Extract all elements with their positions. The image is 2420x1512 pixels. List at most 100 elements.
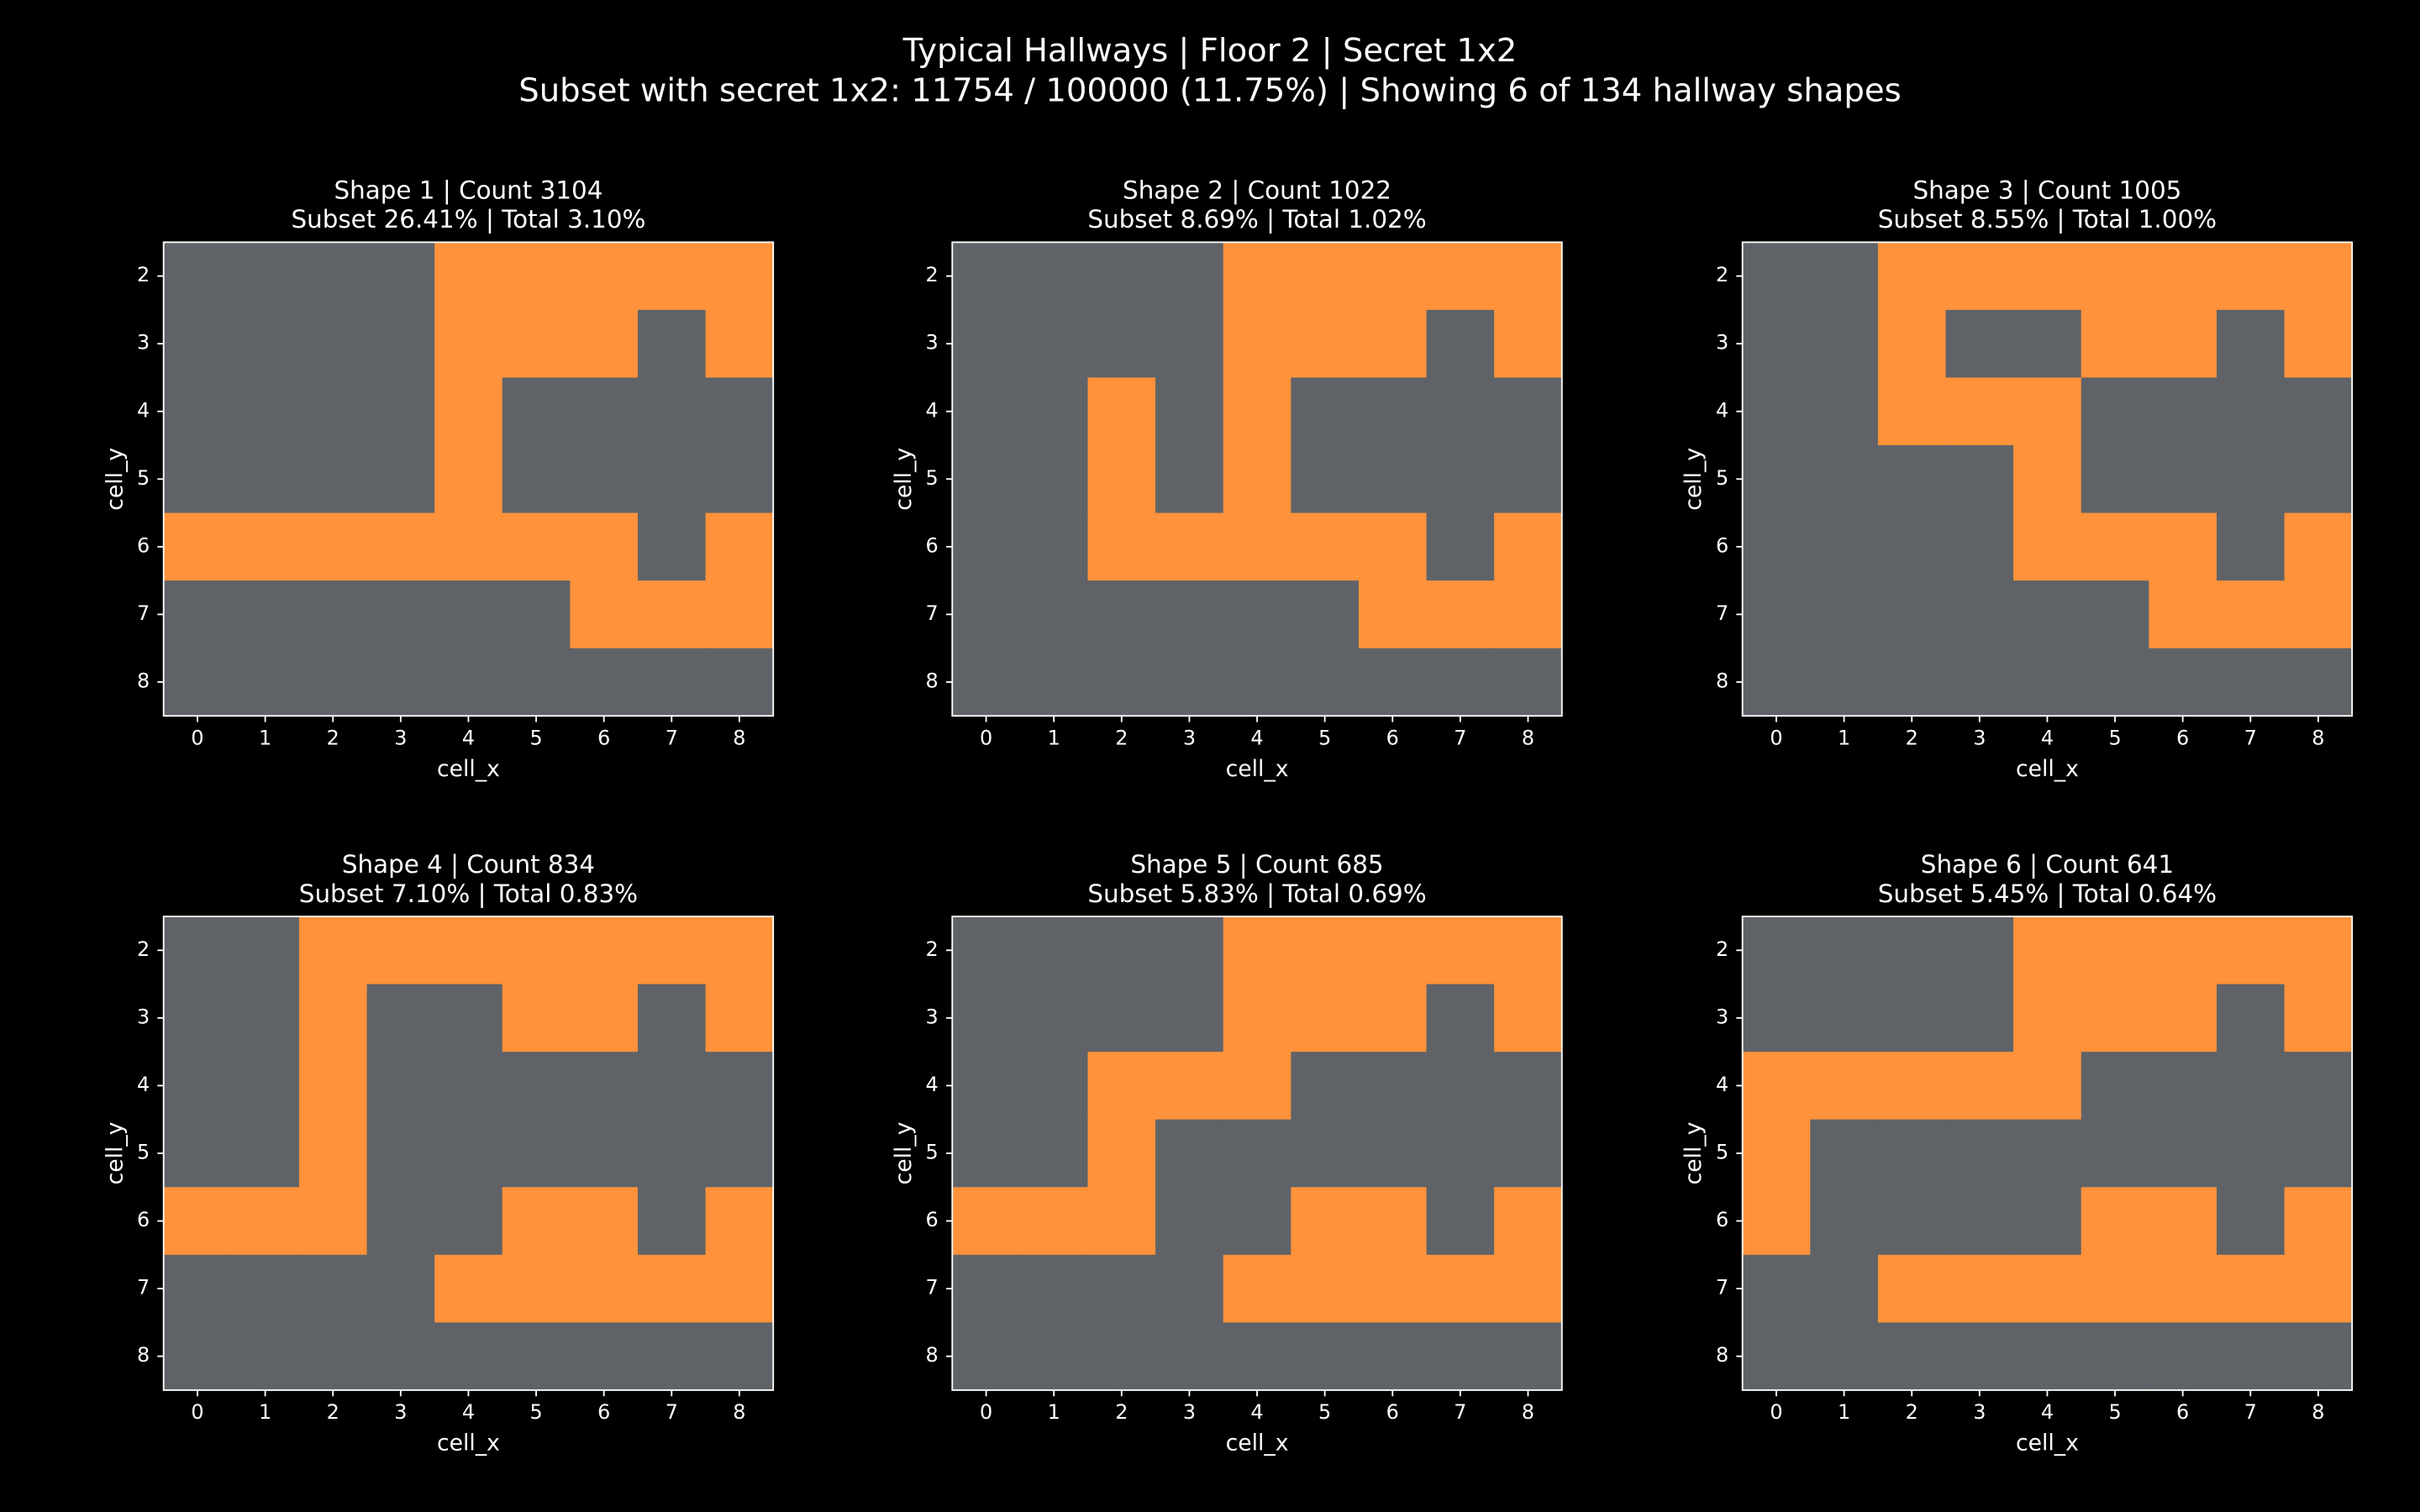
cell (1945, 377, 2014, 446)
cell (952, 1052, 1021, 1121)
cell (2149, 580, 2217, 649)
cell (502, 984, 571, 1053)
cell (1087, 242, 1156, 311)
x-tick-label: 1 (259, 1400, 271, 1424)
cell (952, 377, 1021, 446)
cell (163, 916, 232, 985)
cell (2013, 242, 2082, 311)
cell (705, 445, 774, 514)
y-tick-label: 5 (1716, 1140, 1728, 1163)
cell (1019, 1119, 1089, 1188)
y-tick-label: 8 (926, 1343, 939, 1367)
x-tick-label: 2 (327, 1400, 339, 1424)
x-tick-label: 8 (2312, 1400, 2324, 1424)
cell (2216, 377, 2286, 446)
cell (1742, 445, 1811, 514)
cell (1087, 1119, 1156, 1188)
cell (2149, 512, 2217, 581)
cell (1291, 580, 1360, 649)
cell (705, 580, 774, 649)
cell (434, 1322, 503, 1391)
x-tick-label: 7 (666, 726, 678, 749)
x-tick-label: 3 (394, 1400, 407, 1424)
cell (2081, 1187, 2149, 1256)
cell (163, 580, 232, 649)
cell (1945, 512, 2014, 581)
cell (1358, 984, 1428, 1053)
cell (2149, 916, 2217, 985)
cell (1019, 1254, 1089, 1323)
cell (1494, 1052, 1563, 1121)
cell (434, 580, 503, 649)
x-tick-label: 4 (462, 726, 475, 749)
cell (1223, 512, 1292, 581)
cell (2013, 916, 2082, 985)
subplot-title: Shape 1 | Count 3104 (334, 176, 602, 205)
cell (1087, 916, 1156, 985)
cell (1945, 1187, 2014, 1256)
cell (163, 1052, 232, 1121)
x-tick-label: 8 (1522, 726, 1534, 749)
cell (366, 309, 435, 379)
cell (952, 916, 1021, 985)
cell (434, 1119, 503, 1188)
cell (1019, 648, 1089, 717)
cell (1223, 916, 1292, 985)
cell (2081, 1119, 2149, 1188)
cell (1087, 984, 1156, 1053)
cell (1358, 1119, 1428, 1188)
cell (502, 1187, 571, 1256)
y-tick-label: 5 (926, 466, 939, 490)
figure-title: Typical Hallways | Floor 2 | Secret 1x2 (902, 32, 1518, 70)
cell (1945, 580, 2014, 649)
cell (502, 512, 571, 581)
y-tick-label: 8 (137, 1343, 150, 1367)
y-tick-label: 4 (137, 398, 150, 422)
cell (2149, 1322, 2217, 1391)
x-tick-label: 0 (1770, 726, 1782, 749)
cell (502, 377, 571, 446)
cell (163, 1254, 232, 1323)
cell (1742, 1254, 1811, 1323)
cell (434, 512, 503, 581)
cell (1810, 1052, 1879, 1121)
cell (1426, 309, 1495, 379)
cell (1019, 445, 1089, 514)
cell (637, 1119, 707, 1188)
cell (1877, 445, 1947, 514)
cell (570, 1322, 639, 1391)
cell (1810, 984, 1879, 1053)
cell (1155, 1254, 1224, 1323)
x-tick-label: 4 (2041, 726, 2054, 749)
cell (2081, 377, 2149, 446)
cell (1155, 309, 1224, 379)
cell (2013, 1052, 2082, 1121)
cell (1742, 1322, 1811, 1391)
subplot-title: Shape 3 | Count 1005 (1912, 176, 2181, 205)
cell (366, 916, 435, 985)
cell (502, 1119, 571, 1188)
cell (952, 512, 1021, 581)
cell (163, 984, 232, 1053)
cell (298, 512, 368, 581)
cell (2216, 580, 2286, 649)
cell (1223, 1119, 1292, 1188)
x-tick-label: 6 (597, 726, 610, 749)
x-axis-label: cell_x (1226, 1431, 1289, 1457)
y-tick-label: 2 (1716, 937, 1728, 961)
cell (1877, 984, 1947, 1053)
y-tick-label: 3 (926, 1005, 939, 1028)
cell (1494, 309, 1563, 379)
cell (1877, 1254, 1947, 1323)
cell (705, 242, 774, 311)
subplot-subtitle: Subset 26.41% | Total 3.10% (291, 205, 645, 234)
cell (1291, 242, 1360, 311)
cell (1155, 1119, 1224, 1188)
cell (570, 1187, 639, 1256)
cell (2081, 445, 2149, 514)
cell (1742, 984, 1811, 1053)
cell (1223, 1052, 1292, 1121)
x-tick-label: 3 (394, 726, 407, 749)
cell (705, 1322, 774, 1391)
cell (1291, 309, 1360, 379)
